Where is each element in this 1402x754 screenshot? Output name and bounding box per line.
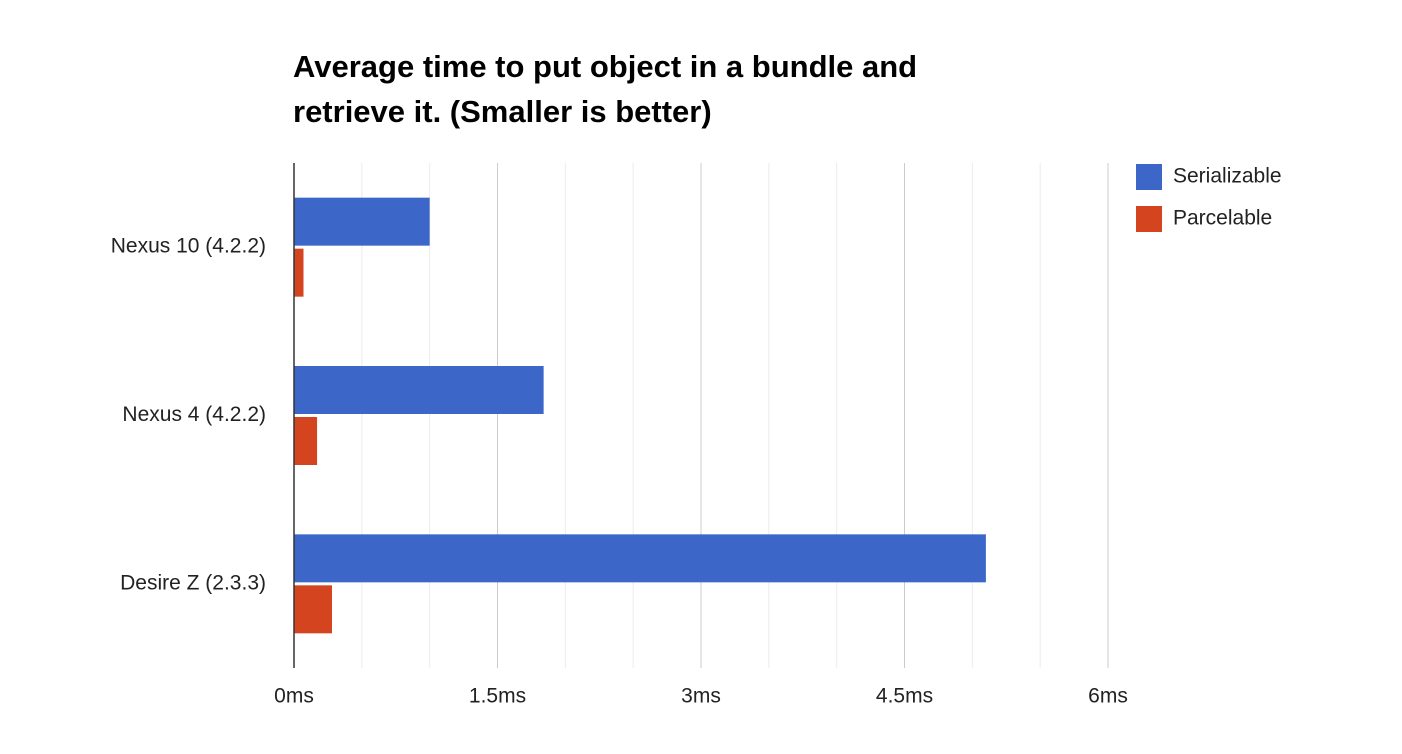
legend-label: Serializable	[1173, 165, 1282, 188]
legend-label: Parcelable	[1173, 207, 1272, 230]
legend-swatch	[1136, 206, 1162, 232]
bar	[294, 585, 332, 634]
bar	[294, 197, 430, 246]
y-tick-label: Nexus 10 (4.2.2)	[111, 235, 266, 258]
x-tick-label: 0ms	[274, 685, 314, 708]
x-tick-label: 4.5ms	[876, 685, 933, 708]
bar	[294, 366, 544, 414]
chart-title: Average time to put object in a bundle a…	[293, 49, 918, 129]
x-tick-label: 6ms	[1088, 685, 1128, 708]
x-tick-label: 1.5ms	[469, 685, 526, 708]
bar	[294, 417, 318, 465]
bar	[294, 248, 304, 297]
y-tick-label: Nexus 4 (4.2.2)	[122, 403, 266, 426]
bar	[294, 534, 986, 583]
legend-swatch	[1136, 164, 1162, 190]
y-tick-label: Desire Z (2.3.3)	[120, 571, 266, 594]
x-tick-label: 3ms	[681, 685, 721, 708]
